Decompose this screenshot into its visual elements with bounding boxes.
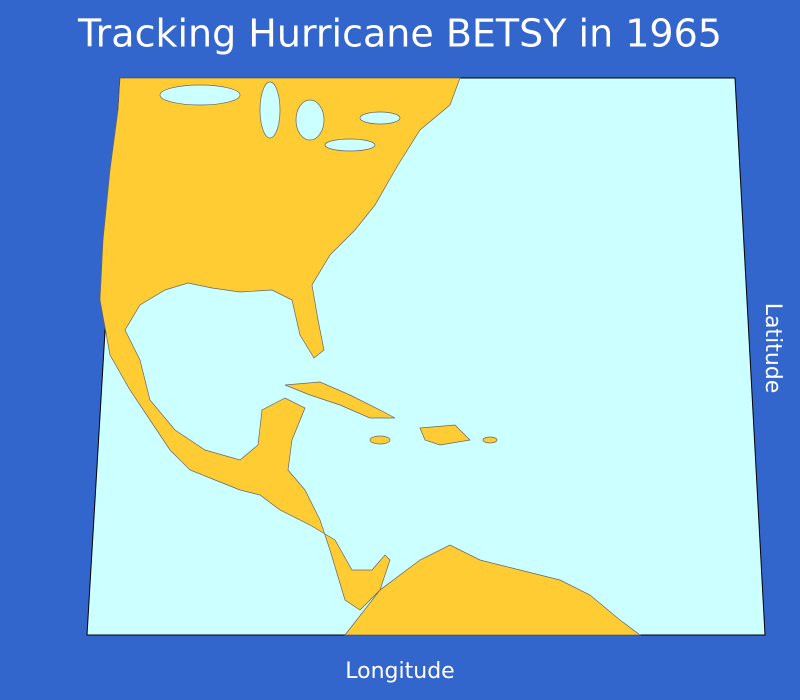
north-america [99, 77, 461, 611]
land [99, 77, 642, 636]
cuba [284, 381, 396, 419]
x-axis-label: Longitude [345, 659, 454, 684]
y-axis-label: Latitude [760, 303, 785, 394]
lakes [159, 81, 401, 152]
jamaica [369, 435, 391, 445]
hispaniola [419, 424, 471, 446]
south-america [344, 544, 642, 636]
title: Tracking Hurricane BETSY in 1965 [77, 12, 722, 56]
puerto-rico [482, 436, 498, 444]
